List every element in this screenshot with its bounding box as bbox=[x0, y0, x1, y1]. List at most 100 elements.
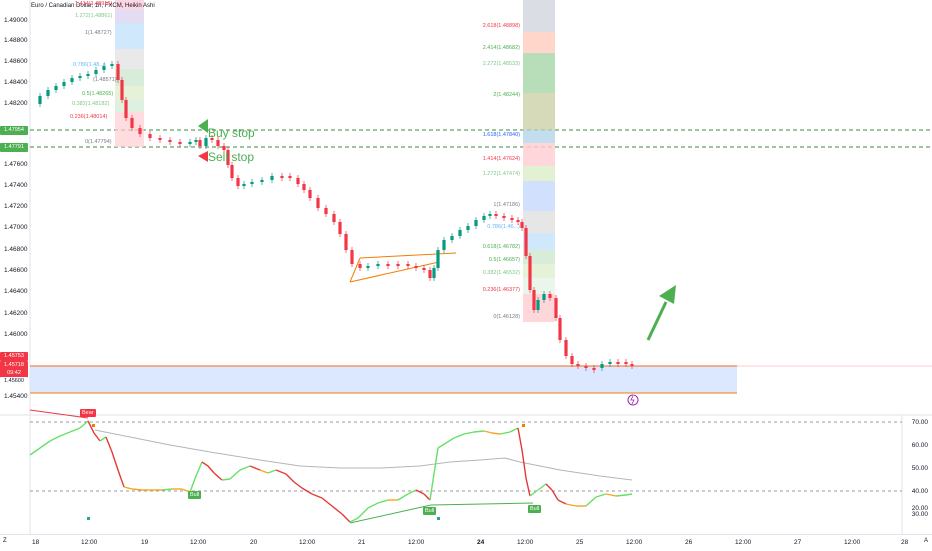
candle[interactable] bbox=[168, 140, 172, 142]
candle[interactable] bbox=[188, 142, 192, 144]
candle[interactable] bbox=[542, 294, 546, 300]
candle[interactable] bbox=[204, 138, 208, 146]
time-axis[interactable]: 18 12:00 19 12:00 20 12:00 21 12:00 24 1… bbox=[0, 534, 932, 551]
candle[interactable] bbox=[324, 208, 328, 214]
candle[interactable] bbox=[558, 318, 562, 340]
candle[interactable] bbox=[600, 364, 604, 368]
candle[interactable] bbox=[350, 250, 354, 264]
candle[interactable] bbox=[510, 218, 514, 220]
candle[interactable] bbox=[432, 268, 436, 278]
bull-divergence-line-1[interactable] bbox=[349, 504, 432, 524]
candle[interactable] bbox=[536, 300, 540, 310]
candle[interactable] bbox=[308, 190, 312, 198]
candle[interactable] bbox=[54, 86, 58, 90]
bull-divergence-line-2[interactable] bbox=[430, 502, 534, 506]
candle[interactable] bbox=[396, 264, 400, 266]
sell-stop-label[interactable]: Sell stop bbox=[208, 150, 255, 164]
candle[interactable] bbox=[242, 184, 246, 186]
candle[interactable] bbox=[516, 220, 520, 222]
bear-divergence-line[interactable] bbox=[29, 409, 89, 419]
candle[interactable] bbox=[194, 140, 198, 142]
buy-stop-label[interactable]: Buy stop bbox=[208, 126, 255, 140]
candle[interactable] bbox=[436, 250, 440, 268]
candle[interactable] bbox=[280, 176, 284, 178]
candle[interactable] bbox=[78, 76, 82, 78]
candle[interactable] bbox=[158, 138, 162, 140]
candle[interactable] bbox=[250, 182, 254, 184]
candle[interactable] bbox=[548, 294, 552, 298]
candle[interactable] bbox=[236, 178, 240, 186]
candle[interactable] bbox=[428, 270, 432, 278]
candle[interactable] bbox=[260, 180, 264, 182]
candle[interactable] bbox=[102, 66, 106, 70]
candle[interactable] bbox=[458, 230, 462, 236]
flash-icon[interactable] bbox=[627, 394, 639, 406]
candle[interactable] bbox=[554, 298, 558, 318]
candle[interactable] bbox=[494, 214, 498, 216]
candle[interactable] bbox=[116, 64, 120, 80]
candle[interactable] bbox=[198, 140, 202, 146]
candle[interactable] bbox=[442, 240, 446, 250]
candle[interactable] bbox=[86, 74, 90, 76]
candle[interactable] bbox=[338, 222, 342, 234]
candle[interactable] bbox=[422, 268, 426, 270]
candle[interactable] bbox=[466, 226, 470, 230]
support-zone[interactable] bbox=[30, 366, 737, 393]
candle[interactable] bbox=[358, 264, 362, 268]
candle[interactable] bbox=[624, 362, 628, 364]
wedge-pattern[interactable] bbox=[349, 252, 457, 283]
candle[interactable] bbox=[592, 368, 596, 370]
fib-extension-right[interactable] bbox=[523, 0, 555, 322]
candle[interactable] bbox=[148, 134, 152, 138]
candle[interactable] bbox=[296, 178, 300, 184]
candle[interactable] bbox=[564, 340, 568, 356]
candle[interactable] bbox=[130, 118, 134, 128]
rsi-axis[interactable]: 70.00 60.00 50.00 40.00 30.00 bbox=[902, 415, 932, 530]
price-axis[interactable]: 1.49000 1.48800 1.48600 1.48400 1.48200 … bbox=[0, 0, 30, 415]
candle[interactable] bbox=[138, 128, 142, 134]
candle[interactable] bbox=[532, 290, 536, 310]
candle[interactable] bbox=[630, 364, 634, 366]
candle[interactable] bbox=[584, 366, 588, 368]
candle[interactable] bbox=[38, 96, 42, 104]
candle[interactable] bbox=[62, 82, 66, 86]
candle[interactable] bbox=[528, 256, 532, 290]
candle[interactable] bbox=[608, 362, 612, 364]
target-arrow-icon[interactable] bbox=[646, 285, 676, 341]
auto-scale-button[interactable]: A bbox=[923, 538, 928, 544]
candle[interactable] bbox=[332, 214, 336, 222]
candle[interactable] bbox=[474, 220, 478, 226]
rsi-line[interactable] bbox=[29, 420, 633, 523]
candle[interactable] bbox=[450, 236, 454, 240]
candle[interactable] bbox=[216, 140, 220, 146]
candle[interactable] bbox=[46, 90, 50, 96]
candle[interactable] bbox=[482, 216, 486, 220]
candle[interactable] bbox=[414, 266, 418, 268]
candle[interactable] bbox=[226, 150, 230, 165]
candles[interactable] bbox=[38, 61, 634, 373]
candle[interactable] bbox=[288, 176, 292, 178]
candle[interactable] bbox=[406, 264, 410, 266]
candle[interactable] bbox=[502, 216, 506, 218]
rsi-moving-average[interactable] bbox=[94, 429, 633, 481]
candle[interactable] bbox=[230, 165, 234, 178]
candle[interactable] bbox=[386, 264, 390, 266]
candle[interactable] bbox=[210, 138, 214, 140]
candle[interactable] bbox=[616, 362, 620, 364]
candle[interactable] bbox=[124, 100, 128, 118]
candle[interactable] bbox=[120, 80, 124, 100]
candle[interactable] bbox=[488, 214, 492, 216]
candle[interactable] bbox=[344, 234, 348, 250]
candle[interactable] bbox=[302, 184, 306, 190]
candle[interactable] bbox=[316, 198, 320, 208]
candle[interactable] bbox=[576, 364, 580, 366]
candle[interactable] bbox=[366, 266, 370, 268]
candle[interactable] bbox=[70, 78, 74, 82]
candle[interactable] bbox=[270, 176, 274, 180]
candle[interactable] bbox=[222, 146, 226, 150]
candle[interactable] bbox=[570, 356, 574, 364]
candle[interactable] bbox=[110, 64, 114, 66]
timezone-button[interactable]: Z bbox=[3, 538, 7, 544]
candle[interactable] bbox=[94, 70, 98, 74]
